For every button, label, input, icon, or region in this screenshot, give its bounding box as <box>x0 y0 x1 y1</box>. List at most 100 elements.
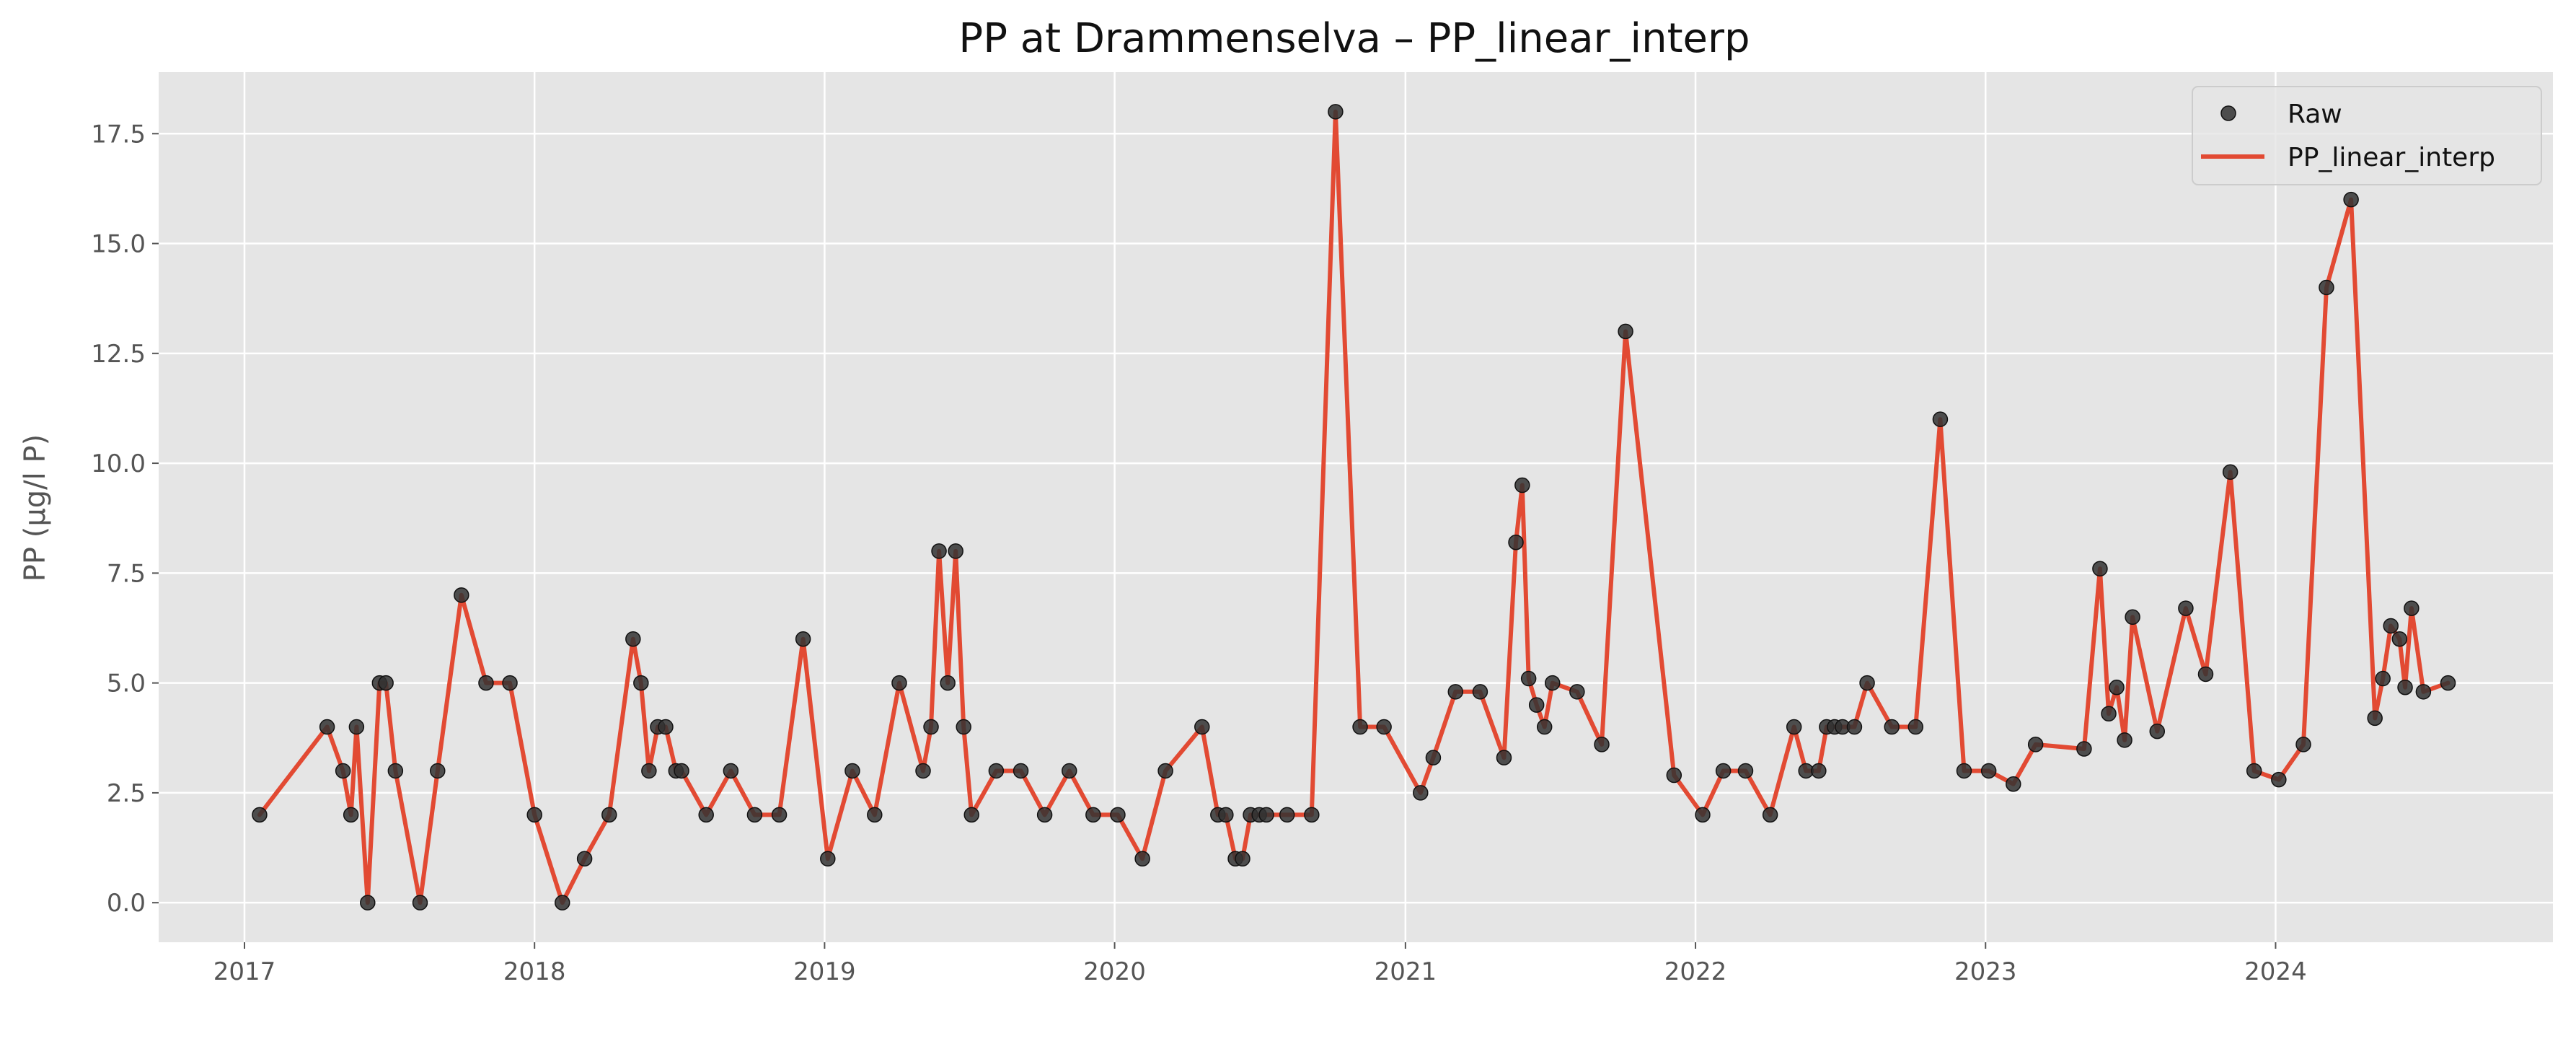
raw-data-point <box>1413 785 1429 801</box>
raw-data-point <box>1062 763 1077 779</box>
raw-data-point <box>641 763 657 779</box>
raw-data-point <box>1134 851 1150 867</box>
raw-data-point <box>378 675 394 691</box>
raw-data-point <box>1496 750 1512 765</box>
raw-data-point <box>1618 323 1633 340</box>
raw-data-point <box>723 763 739 779</box>
raw-data-point <box>2076 741 2092 757</box>
raw-data-point <box>2092 561 2108 577</box>
raw-data-point <box>1110 807 1126 823</box>
raw-data-point <box>2246 763 2262 779</box>
raw-data-point <box>2383 618 2399 634</box>
raw-data-point <box>412 895 428 910</box>
raw-data-point <box>771 807 788 823</box>
x-tick-label: 2019 <box>793 957 856 986</box>
raw-data-point <box>1036 807 1053 823</box>
y-tick-label: 12.5 <box>91 340 146 369</box>
grid-layer <box>159 72 2553 942</box>
raw-data-point <box>2271 771 2287 788</box>
raw-data-point <box>1544 675 1561 691</box>
raw-data-point <box>2149 723 2166 740</box>
raw-data-point <box>2415 684 2432 700</box>
raw-data-point <box>555 895 570 910</box>
raw-data-point <box>963 807 979 823</box>
raw-data-point <box>454 587 469 603</box>
raw-data-point <box>1884 719 1900 735</box>
legend: Raw PP_linear_interp <box>2192 86 2542 185</box>
raw-data-point <box>1514 477 1530 493</box>
raw-data-point <box>1304 807 1320 823</box>
raw-data-point <box>1218 807 1234 823</box>
raw-data-point <box>430 763 446 779</box>
raw-data-point <box>633 675 649 691</box>
raw-data-point <box>1194 719 1210 735</box>
y-tick-label: 15.0 <box>91 230 146 259</box>
raw-data-point <box>1279 807 1295 823</box>
raw-data-point <box>658 719 674 735</box>
raw-data-point <box>343 807 359 823</box>
x-tick-label: 2021 <box>1375 957 1437 986</box>
y-tick-label: 2.5 <box>107 779 146 808</box>
raw-data-point <box>1472 684 1488 700</box>
raw-data-point <box>387 763 404 779</box>
raw-data-point <box>601 807 617 823</box>
raw-data-point <box>931 543 947 559</box>
raw-data-point <box>2397 679 2413 695</box>
x-tick-label: 2022 <box>1664 957 1727 986</box>
raw-data-point <box>1811 763 1827 779</box>
raw-data-point <box>1569 684 1585 700</box>
series-layer <box>252 104 2456 910</box>
raw-data-point <box>915 763 931 779</box>
raw-data-point <box>1085 807 1101 823</box>
raw-data-point <box>674 763 689 779</box>
legend-label-raw: Raw <box>2288 100 2342 129</box>
y-tick-label: 7.5 <box>107 559 146 588</box>
raw-data-point <box>844 763 860 779</box>
raw-data-point <box>1859 675 1875 691</box>
raw-data-point <box>319 719 335 735</box>
raw-data-point <box>2222 464 2238 480</box>
x-tick-label: 2023 <box>1954 957 2017 986</box>
raw-data-point <box>1737 763 1754 779</box>
raw-data-point <box>2391 631 2408 647</box>
raw-data-point <box>2367 710 2383 727</box>
raw-data-point <box>1352 719 1368 735</box>
raw-data-point <box>1980 763 1997 779</box>
raw-data-point <box>948 543 963 559</box>
raw-data-point <box>1536 719 1553 735</box>
legend-label-pp-linear-interp: PP_linear_interp <box>2288 143 2495 172</box>
legend-marker-raw <box>2220 105 2236 121</box>
raw-data-point <box>2295 737 2311 752</box>
raw-data-point <box>1447 684 1464 700</box>
raw-data-point <box>1328 104 1344 120</box>
y-tick-label: 5.0 <box>107 670 146 698</box>
raw-data-point <box>1666 767 1682 784</box>
raw-data-point <box>1932 411 1949 427</box>
raw-data-point <box>1157 763 1173 779</box>
raw-data-point <box>2440 675 2456 691</box>
raw-data-point <box>923 719 939 735</box>
raw-data-point <box>526 807 542 823</box>
raw-data-point <box>820 851 836 867</box>
raw-data-point <box>1594 737 1610 752</box>
raw-data-point <box>2109 679 2125 695</box>
y-axis-title: PP (µg/l P) <box>19 434 52 582</box>
raw-data-point <box>1695 807 1711 823</box>
raw-data-point <box>1762 807 1778 823</box>
tick-layer: 2017 2018 2019 2020 2021 2022 2023 2024 0.0 2.5 5.… <box>91 120 2306 986</box>
raw-data-point <box>891 675 907 691</box>
raw-data-point <box>2006 776 2021 792</box>
raw-data-point <box>1258 807 1274 823</box>
raw-data-point <box>1956 763 1972 779</box>
raw-data-point <box>478 675 494 691</box>
raw-data-point <box>1528 697 1545 713</box>
raw-data-point <box>2125 609 2140 626</box>
y-tick-label: 17.5 <box>91 120 146 149</box>
raw-data-point <box>988 763 1005 779</box>
raw-data-point <box>335 763 351 779</box>
raw-data-point <box>2117 732 2132 748</box>
raw-data-point <box>940 675 956 691</box>
raw-data-point <box>2343 191 2359 208</box>
raw-data-point <box>795 631 811 647</box>
